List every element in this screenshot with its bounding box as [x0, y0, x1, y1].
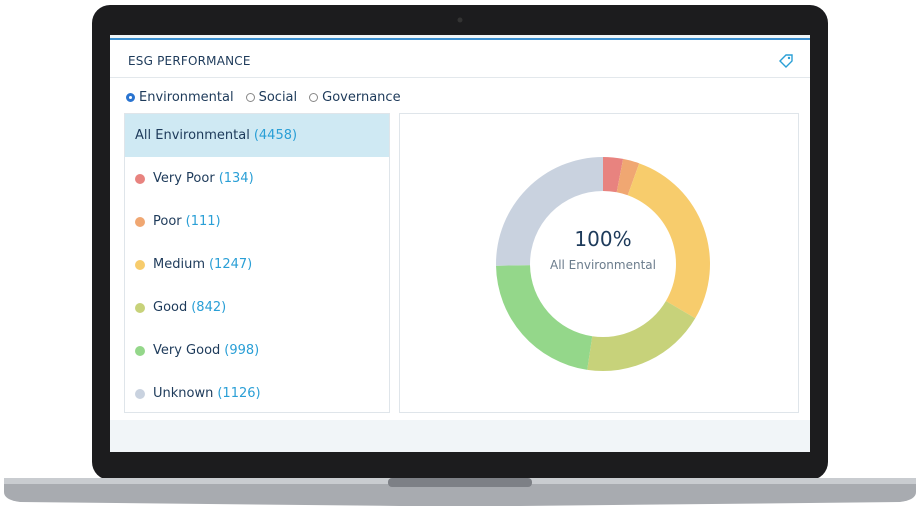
donut-slice[interactable] [603, 157, 624, 193]
donut-chart: 100% All Environmental [496, 156, 710, 371]
item-count: (111) [185, 214, 221, 229]
item-label: Very Poor [153, 171, 215, 186]
donut-slice[interactable] [496, 156, 603, 266]
color-dot [135, 259, 145, 270]
item-count: (4458) [253, 128, 298, 143]
center-value: 100% [574, 227, 631, 251]
radio-button[interactable] [126, 93, 135, 102]
list-item[interactable]: Very Poor (134) [125, 157, 389, 200]
radio-option[interactable]: Environmental [126, 90, 234, 105]
screen: ESG PERFORMANCE Environmental Social Gover… [110, 35, 810, 452]
item-count: (1247) [208, 257, 253, 272]
item-label: Poor [153, 214, 182, 229]
color-dot [135, 302, 145, 313]
tag-icon[interactable] [778, 53, 794, 69]
panel-title: ESG PERFORMANCE [128, 54, 251, 68]
item-count: (842) [191, 300, 227, 315]
radio-label: Social [258, 90, 298, 105]
list-item[interactable]: Poor (111) [125, 200, 389, 243]
item-label: Unknown [153, 386, 214, 401]
donut-slice[interactable] [496, 265, 593, 370]
list-item[interactable]: Good (842) [125, 286, 389, 329]
radio-label: Governance [322, 90, 401, 105]
item-label: Good [153, 300, 188, 315]
radio-button[interactable] [245, 93, 255, 102]
donut-slice[interactable] [616, 158, 640, 196]
color-dot [135, 216, 145, 227]
radio-label: Environmental [139, 90, 234, 105]
list-item[interactable]: Unknown (1126) [125, 372, 389, 415]
radio-group: Environmental Social Governance [126, 90, 401, 105]
item-label: Medium [153, 257, 205, 272]
item-label: All Environmental [135, 128, 250, 143]
category-list: All Environmental (4458) Very Poor (134) Poo… [124, 113, 390, 413]
list-item-all[interactable]: All Environmental (4458) [125, 114, 389, 157]
esg-panel: ESG PERFORMANCE Environmental Social Gover… [110, 38, 810, 420]
donut-slice[interactable] [627, 163, 710, 319]
item-label: Very Good [153, 343, 221, 358]
donut-slice[interactable] [587, 301, 696, 371]
radio-option[interactable]: Social [245, 90, 298, 105]
divider [110, 77, 810, 78]
radio-option[interactable]: Governance [309, 90, 401, 105]
item-count: (998) [224, 343, 260, 358]
chart-box: 100% All Environmental [399, 113, 799, 413]
list-item[interactable]: Medium (1247) [125, 243, 389, 286]
color-dot [135, 345, 145, 356]
item-count: (134) [218, 171, 254, 186]
center-label: All Environmental [550, 258, 656, 272]
list-item[interactable]: Very Good (998) [125, 329, 389, 372]
color-dot [135, 388, 145, 399]
color-dot [135, 173, 145, 184]
item-count: (1126) [217, 386, 261, 401]
radio-button[interactable] [309, 93, 319, 102]
